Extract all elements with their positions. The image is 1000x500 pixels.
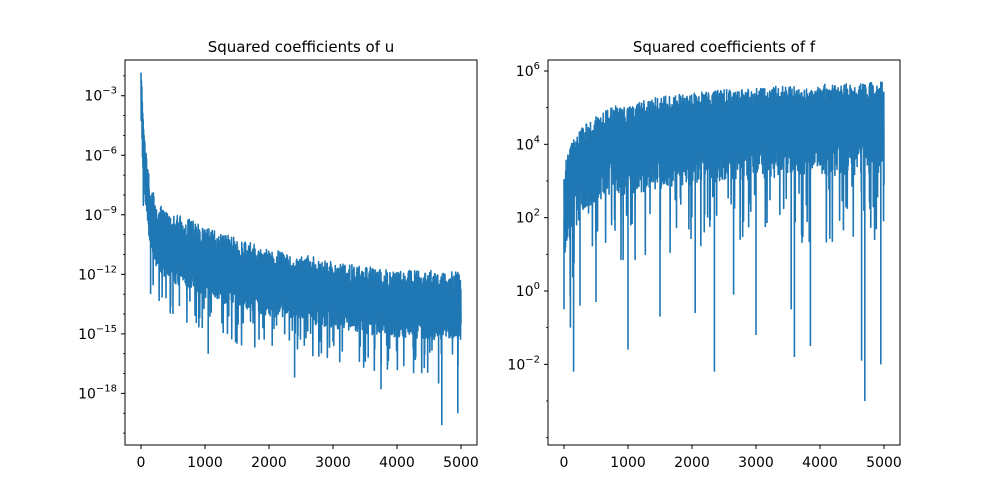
subplot-u-frame [124,59,478,446]
subplot-u-x-tick-label: 5000 [443,455,479,471]
subplot-u-title: Squared coefficients of u [208,38,395,56]
subplot-f: Squared coefficients of f 0 1000 2000 3000 4… [507,38,901,471]
subplot-u-y-tick-label: 10−18 [78,383,117,402]
subplot-u: Squared coefficients of u 0 1000 2000 3000 4… [78,38,479,471]
subplot-u-y-axis: 10−18 10−15 10−12 10−9 10−6 10−3 [78,75,125,434]
subplot-f-x-tick-label: 4000 [802,455,838,471]
subplot-u-x-axis: 0 1000 2000 3000 4000 5000 [137,445,479,471]
subplot-u-x-tick-label: 1000 [187,455,223,471]
subplot-f-x-tick-label: 5000 [866,455,902,471]
subplot-f-title: Squared coefficients of f [633,38,816,56]
subplot-f-series-line [563,81,885,401]
subplot-u-x-tick-label: 3000 [315,455,351,471]
subplot-f-x-tick-label: 3000 [738,455,774,471]
subplot-u-y-tick-label: 10−3 [84,86,117,105]
subplot-u-y-tick-label: 10−6 [84,145,117,164]
subplot-f-y-axis: 10−2 100 102 104 106 [507,61,548,439]
subplot-f-x-tick-label: 0 [560,455,569,471]
subplot-u-x-tick-label: 2000 [251,455,287,471]
subplot-f-x-tick-label: 2000 [674,455,710,471]
subplot-u-x-tick-label: 4000 [379,455,415,471]
subplot-u-y-tick-label: 10−12 [78,264,117,283]
subplot-f-x-tick-label: 1000 [610,455,646,471]
subplot-f-y-tick-label: 10−2 [507,354,540,373]
subplot-f-y-tick-label: 102 [516,208,540,227]
subplot-u-series-line [140,72,462,426]
subplot-f-y-tick-label: 100 [516,281,540,300]
subplot-f-y-tick-label: 106 [516,61,540,80]
subplot-u-x-tick-label: 0 [137,455,146,471]
subplot-u-y-tick-label: 10−15 [78,324,117,343]
subplot-u-y-tick-label: 10−9 [84,205,117,224]
subplot-f-x-axis: 0 1000 2000 3000 4000 5000 [560,445,902,471]
subplot-f-frame [547,59,901,446]
subplot-f-y-tick-label: 104 [516,134,540,153]
